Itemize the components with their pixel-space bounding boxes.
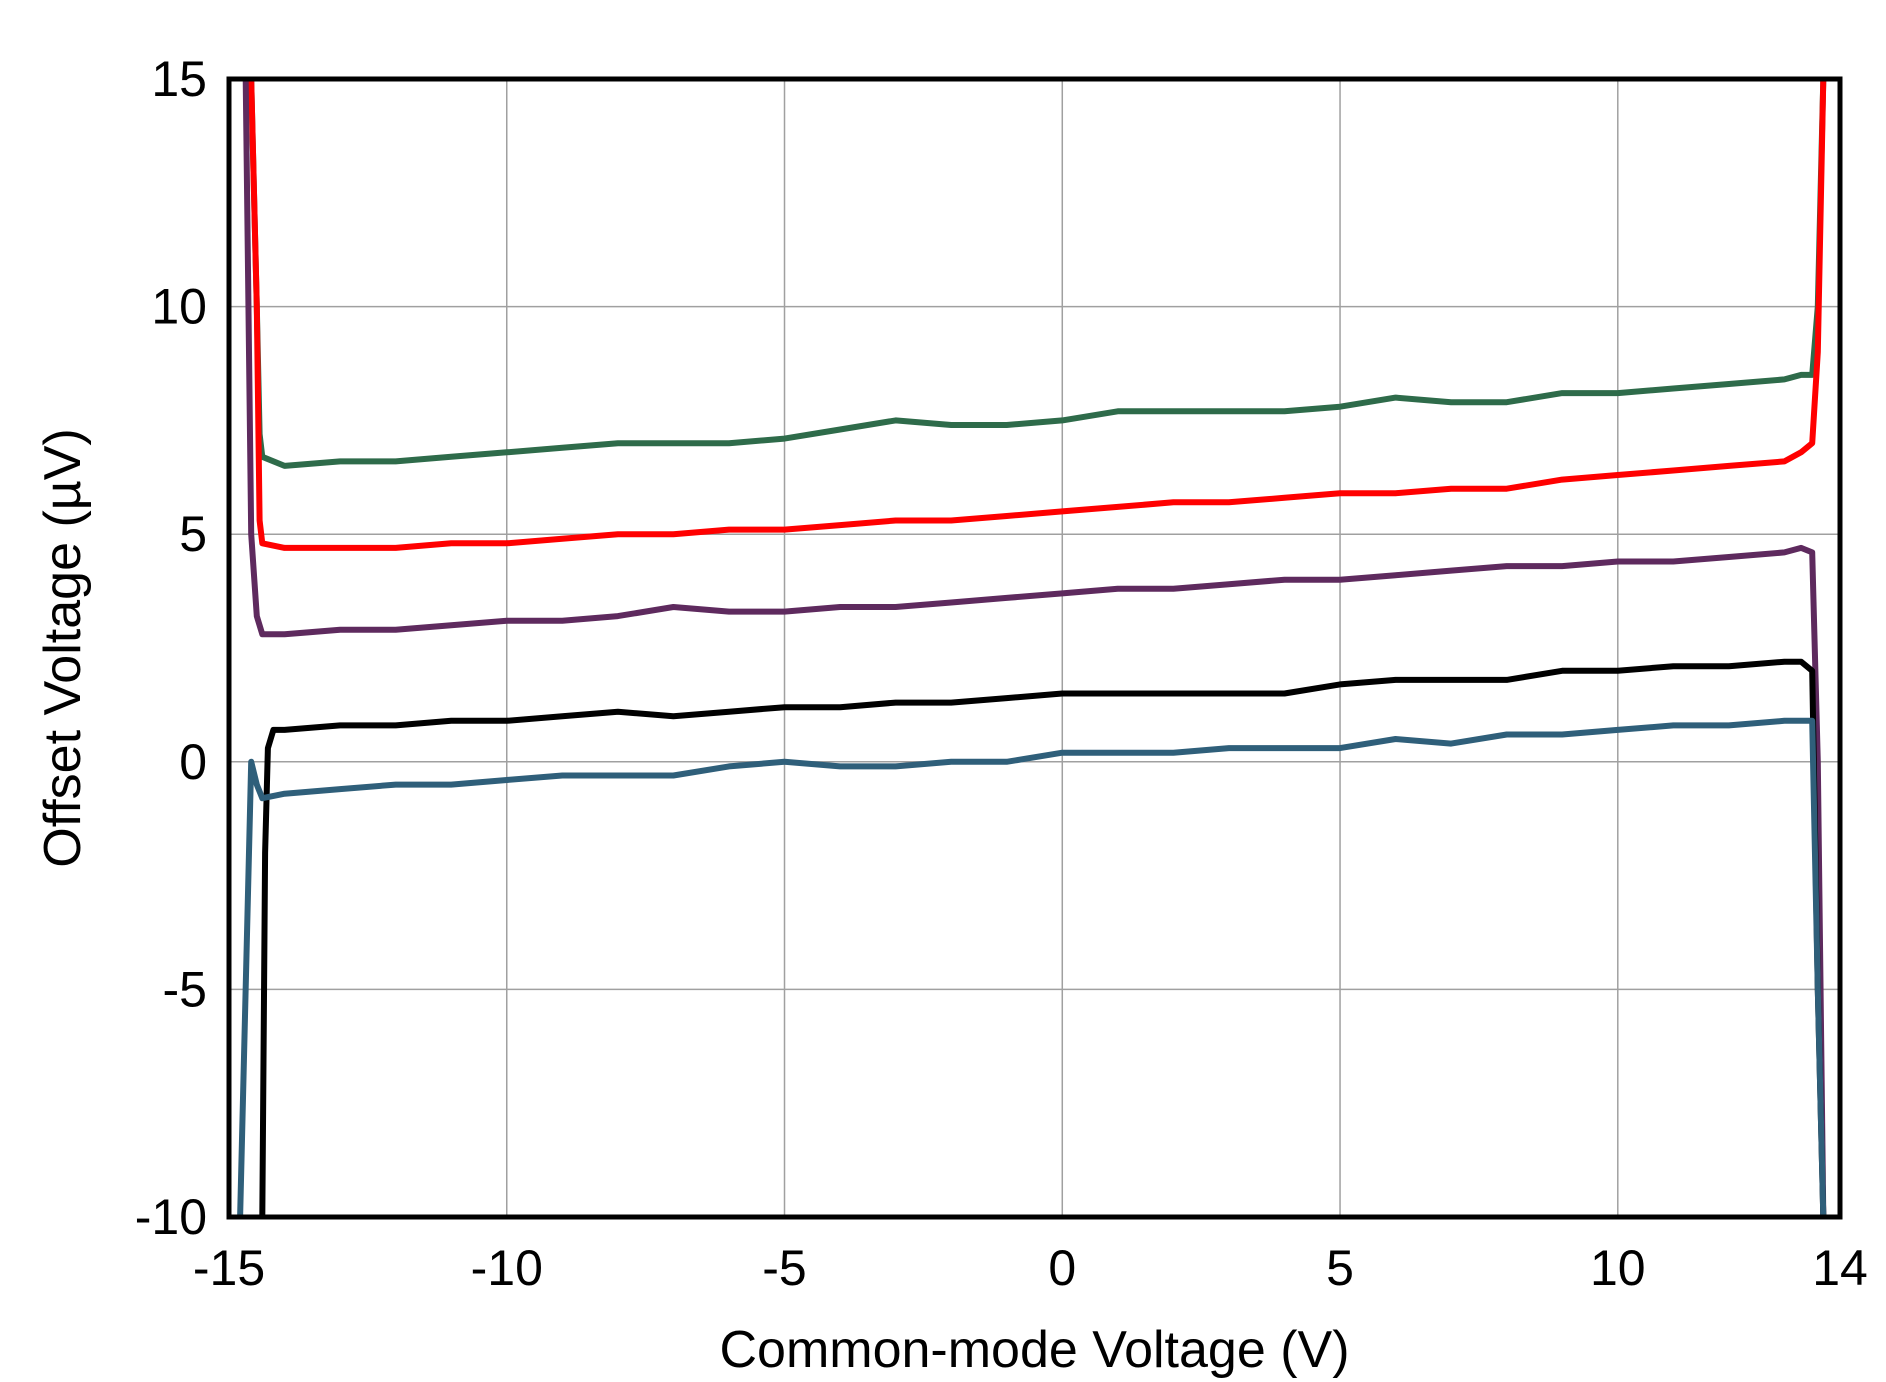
- y-tick-label: -5: [163, 961, 207, 1017]
- y-tick-label: 0: [179, 734, 207, 790]
- x-tick-label: 14: [1812, 1240, 1868, 1296]
- series-line-4: [237, 717, 1827, 1217]
- x-tick-label: 10: [1590, 1240, 1646, 1296]
- x-axis-label: Common-mode Voltage (V): [719, 1321, 1349, 1379]
- x-tick-label: 5: [1326, 1240, 1354, 1296]
- series-line-2: [242, 79, 1827, 1217]
- y-tick-label: 5: [179, 506, 207, 562]
- x-tick-label: 0: [1048, 1240, 1076, 1296]
- series-line-0: [248, 79, 1827, 469]
- x-tick-label: -15: [193, 1240, 265, 1296]
- grid-lines: [229, 79, 1840, 1217]
- y-tick-label: -10: [135, 1189, 207, 1245]
- y-tick-label: 10: [151, 279, 207, 335]
- x-tick-label: -10: [471, 1240, 543, 1296]
- series-layer: [237, 79, 1827, 1217]
- y-tick-label: 15: [151, 51, 207, 107]
- series-line-3: [259, 658, 1827, 1217]
- y-axis-label: Offset Voltage (µV): [34, 428, 92, 867]
- plot-frame: [226, 76, 1843, 1220]
- series-line-1: [248, 79, 1827, 551]
- x-tick-label: -5: [762, 1240, 806, 1296]
